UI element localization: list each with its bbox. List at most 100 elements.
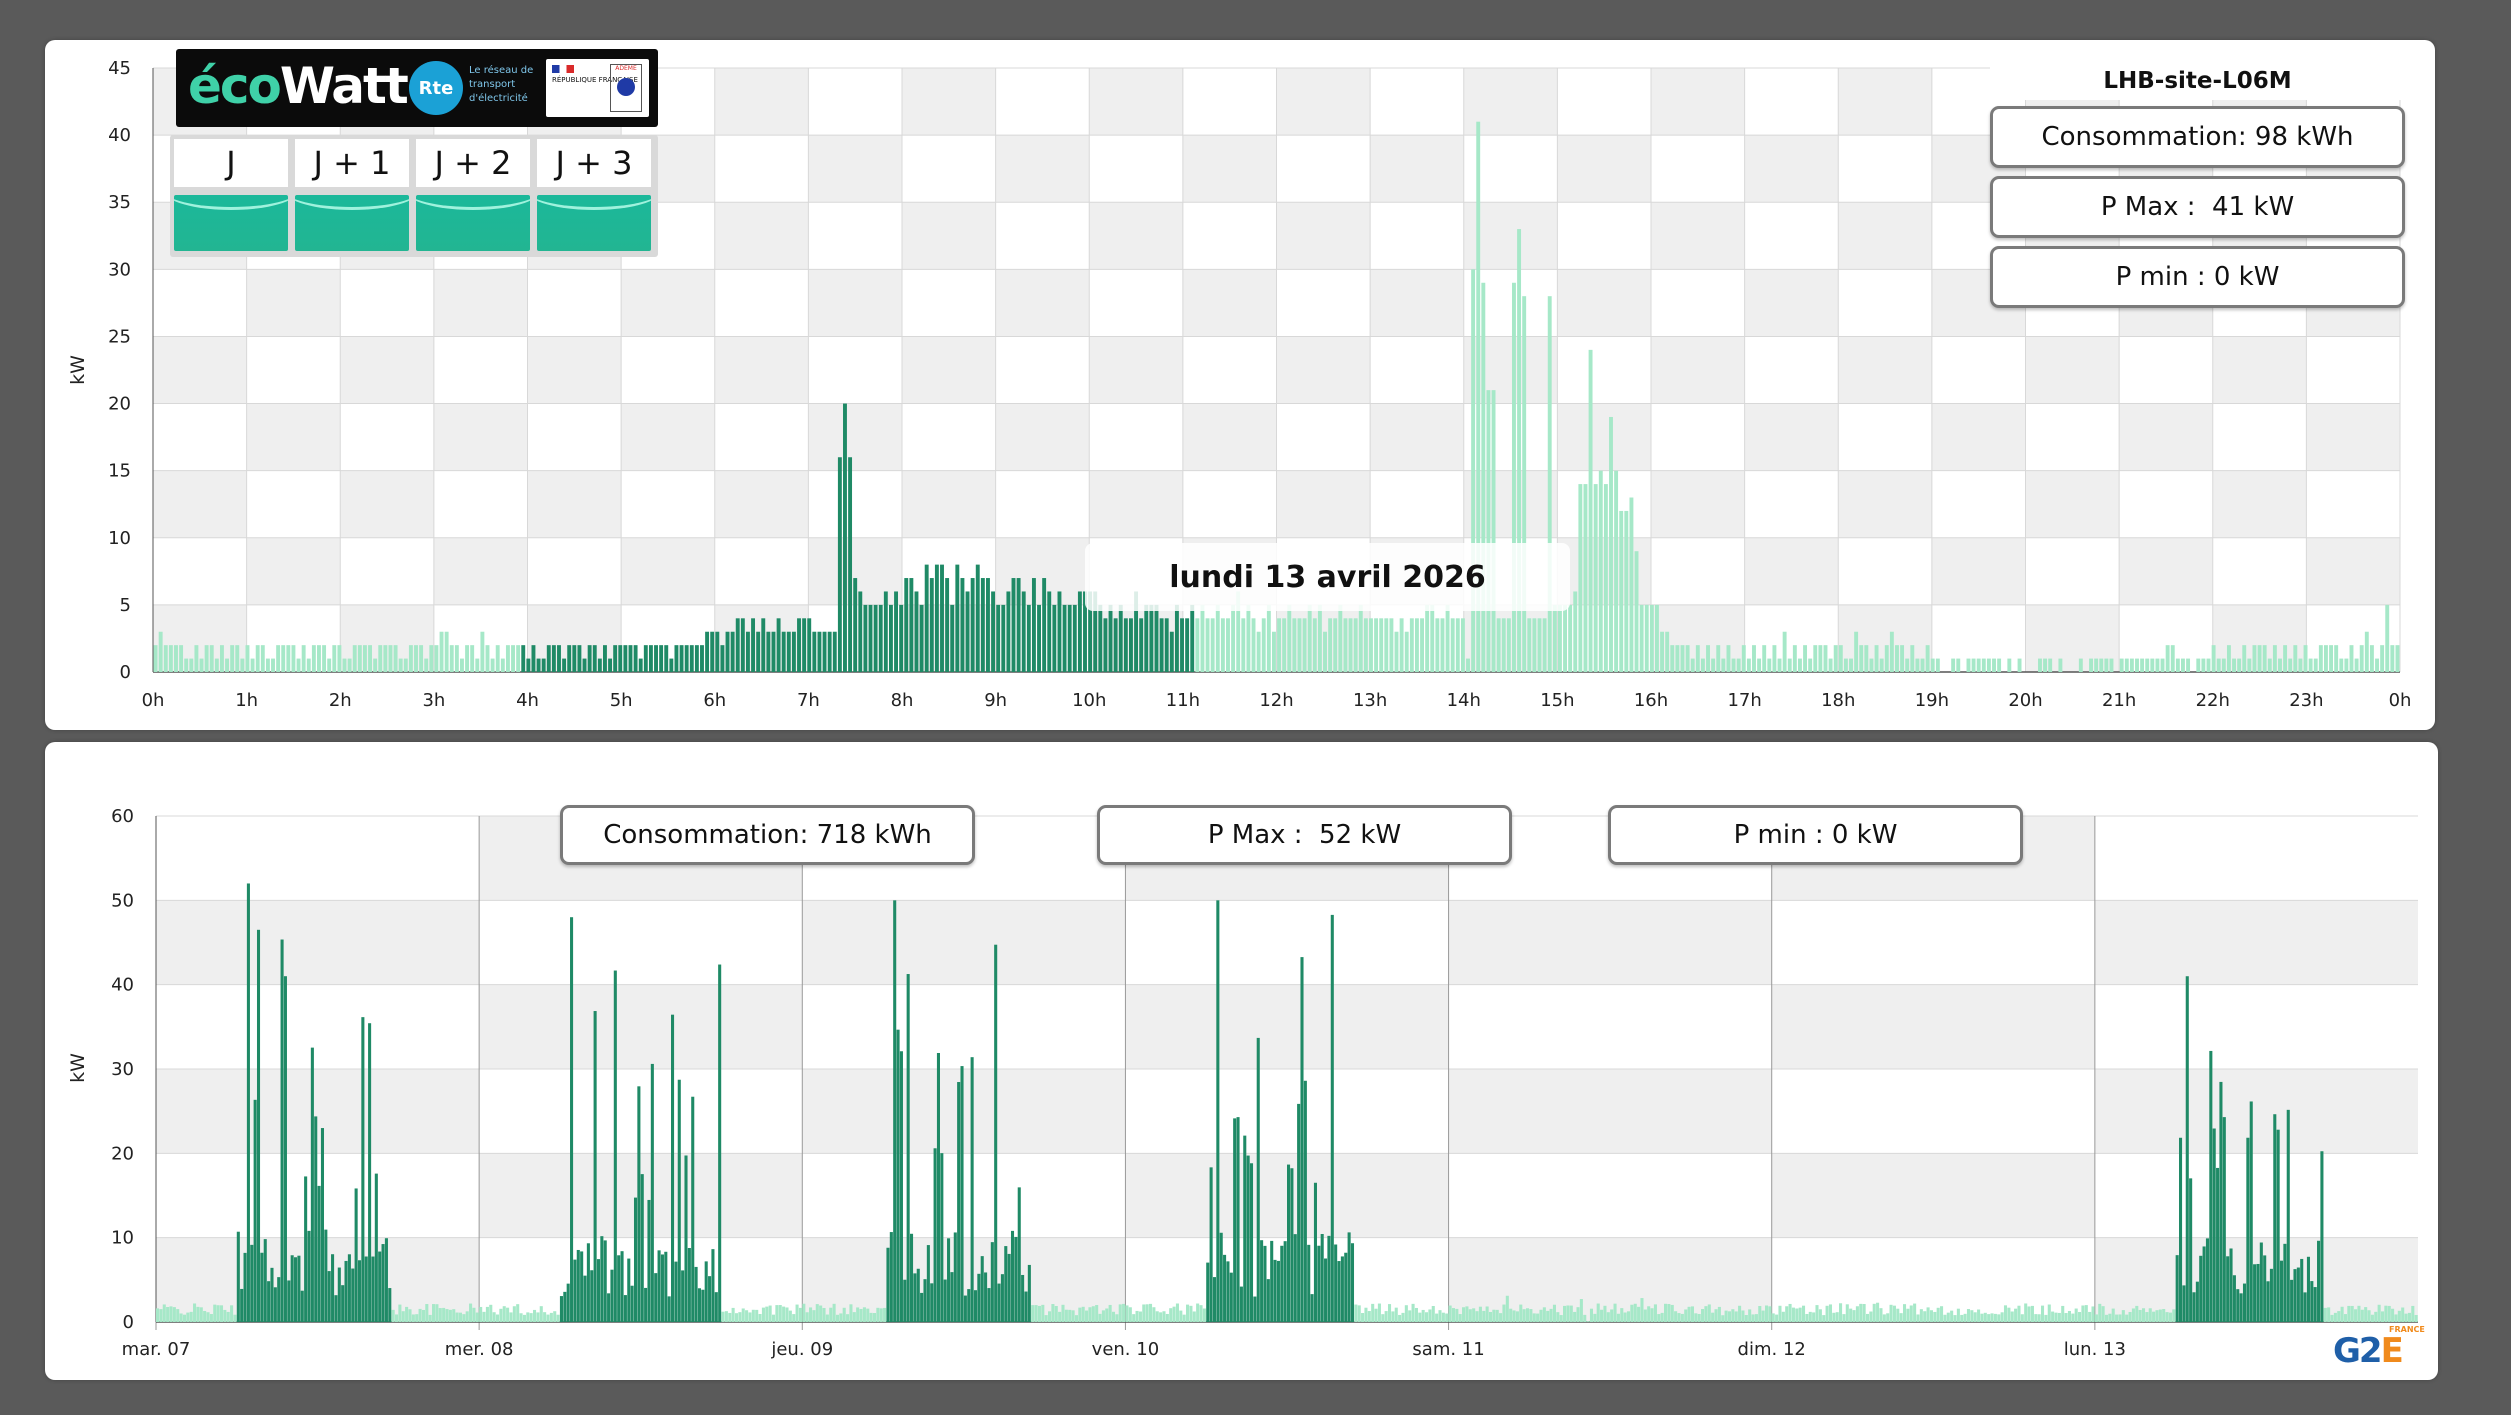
- bar: [1610, 1309, 1614, 1322]
- bar: [1547, 296, 1552, 672]
- bar: [168, 645, 173, 672]
- bar: [745, 1310, 749, 1322]
- bar: [2350, 1305, 2354, 1322]
- bar: [691, 1096, 695, 1322]
- bar: [1450, 618, 1455, 672]
- bar: [1307, 604, 1312, 672]
- bar: [858, 591, 863, 672]
- bar: [980, 578, 985, 672]
- bar: [883, 591, 888, 672]
- bar: [1695, 645, 1700, 672]
- bar: [1051, 1304, 1055, 1322]
- bar: [761, 618, 766, 672]
- bar: [1956, 1308, 1960, 1322]
- x-tick-label: 16h: [1634, 690, 1668, 711]
- bar: [572, 645, 577, 672]
- bar: [863, 604, 868, 672]
- bar: [2047, 1304, 2051, 1322]
- bar: [1721, 658, 1726, 672]
- bar: [684, 1155, 688, 1322]
- bar: [2216, 658, 2221, 672]
- y-tick-label: 20: [108, 394, 131, 415]
- bar: [1132, 1314, 1136, 1322]
- grid-band: [153, 269, 247, 337]
- grid-band: [1448, 984, 1772, 1069]
- bar: [590, 1270, 594, 1322]
- bar: [904, 578, 909, 672]
- bar: [490, 658, 495, 672]
- y-tick-label: 60: [111, 806, 134, 827]
- bar: [1300, 957, 1304, 1322]
- bar: [260, 1252, 264, 1322]
- bar: [1680, 1313, 1684, 1322]
- bar: [245, 645, 250, 672]
- bar: [644, 1287, 648, 1322]
- grid-band: [1557, 68, 1651, 136]
- grid-band: [995, 336, 1090, 404]
- bar: [276, 645, 281, 672]
- bar: [1418, 1312, 1422, 1322]
- x-tick-label: mar. 07: [122, 1339, 191, 1360]
- bar: [1788, 1303, 1792, 1322]
- bar: [827, 631, 832, 672]
- bar: [1694, 1313, 1698, 1322]
- bar: [1290, 1168, 1294, 1322]
- bar: [2202, 1246, 2206, 1322]
- x-tick-label: 17h: [1727, 690, 1761, 711]
- bar: [677, 1079, 681, 1322]
- bar: [1435, 618, 1440, 672]
- bar: [1328, 618, 1333, 672]
- bar: [1736, 658, 1741, 672]
- bar: [1552, 1304, 1556, 1322]
- bar: [2138, 1309, 2142, 1322]
- weekly-pmax-box: P Max : 52 kW: [1097, 805, 1512, 865]
- bar: [1236, 1117, 1240, 1322]
- bar: [1381, 1314, 1385, 1322]
- bar: [1670, 1304, 1674, 1322]
- bar: [2354, 658, 2359, 672]
- bar: [1895, 645, 1899, 672]
- bar: [368, 645, 372, 672]
- bar: [1915, 658, 1920, 672]
- bar: [2339, 658, 2344, 672]
- bar: [1344, 1252, 1348, 1322]
- bar: [684, 645, 689, 672]
- bar: [1977, 1309, 1981, 1322]
- bar: [2283, 645, 2288, 672]
- bar: [1529, 1309, 1533, 1322]
- bar: [879, 1308, 883, 1322]
- grid-band: [1771, 900, 2095, 985]
- grid-band: [153, 336, 247, 404]
- bar: [557, 645, 561, 672]
- bar: [1152, 1307, 1156, 1322]
- bar: [1512, 282, 1516, 672]
- bar: [825, 1314, 829, 1322]
- site-name: LHB-site-L06M: [1990, 62, 2405, 100]
- bar: [391, 1309, 395, 1322]
- grid-band: [1771, 984, 2095, 1069]
- grid-band: [1651, 135, 1745, 203]
- bar: [2003, 1305, 2008, 1322]
- grid-band: [246, 470, 341, 538]
- bar: [2135, 1305, 2139, 1322]
- bar: [2239, 1293, 2243, 1322]
- bar: [714, 1292, 718, 1322]
- bar: [1010, 1230, 1015, 1322]
- bar: [1011, 578, 1016, 672]
- bar: [1889, 631, 1894, 672]
- bar: [280, 939, 284, 1322]
- bar: [502, 1306, 506, 1322]
- bar: [903, 1279, 907, 1322]
- bar: [1122, 1303, 1126, 1322]
- bar: [351, 1268, 355, 1322]
- bar: [2111, 1308, 2115, 1322]
- bar: [1813, 645, 1818, 672]
- bar: [1425, 1312, 1429, 1322]
- bar: [1260, 1240, 1264, 1322]
- bar: [1833, 645, 1838, 672]
- bar: [1537, 618, 1542, 672]
- bar: [1667, 1304, 1671, 1322]
- bar: [1501, 618, 1506, 672]
- daily-consumption-box: Consommation: 98 kWh: [1990, 106, 2405, 168]
- bar: [984, 1272, 988, 1322]
